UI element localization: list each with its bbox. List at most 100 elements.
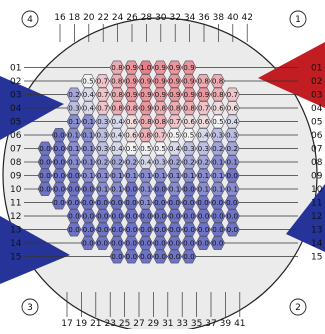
cell-value: 0.0 [53, 131, 65, 140]
assembly-cell: 0.0 [80, 195, 96, 210]
assembly-cell: 0.0 [51, 195, 67, 210]
column-label-top: 18 [69, 13, 81, 23]
row-label-right: 07 [311, 145, 322, 155]
cell-value: 0.0 [183, 252, 195, 261]
cell-value: 0.0 [140, 212, 152, 221]
column-label-top: 30 [155, 13, 167, 23]
cell-hexagon [109, 128, 124, 142]
assembly-cell: 0.0 [210, 195, 225, 210]
cell-value: 0.0 [83, 225, 95, 234]
row-label-right: 01 [311, 64, 322, 74]
cell-value: 0.9 [198, 90, 210, 99]
cell-hexagon [152, 236, 168, 250]
assembly-cell: 0.6 [123, 128, 139, 142]
cell-value: 0.0 [140, 252, 152, 261]
assembly-cell: 0.0 [94, 195, 110, 210]
quadrant-marker: 2 [289, 298, 307, 316]
cell-value: 0.4 [227, 117, 239, 126]
row-label-left: 14 [10, 239, 22, 249]
cell-value: 0.9 [169, 77, 181, 86]
cell-hexagon [210, 236, 225, 250]
cell-hexagon [138, 74, 153, 88]
cell-value: 0.8 [111, 90, 123, 99]
cell-value: 0.2 [68, 90, 79, 99]
cell-hexagon [66, 128, 81, 142]
row-label-left: 06 [10, 131, 22, 141]
row-label-right: 03 [311, 91, 322, 101]
cell-hexagon [224, 128, 240, 142]
assembly-cell: 0.5 [181, 128, 196, 142]
cell-value: 0.0 [168, 198, 180, 207]
row-label-right: 02 [311, 77, 322, 87]
cell-value: 0.6 [125, 131, 137, 140]
cell-value: 0.0 [97, 239, 109, 248]
cell-value: 0.2 [169, 158, 180, 167]
cell-value: 0.1 [198, 185, 209, 194]
assembly-cell: 0.3 [224, 128, 240, 142]
cell-value: 0.0 [82, 198, 94, 207]
cell-value: 0.0 [97, 225, 109, 234]
row-label-left: 03 [10, 91, 21, 101]
assembly-cell: 0.5 [80, 74, 96, 88]
row-label-left: 15 [10, 253, 21, 263]
assembly-cell: 0.0 [181, 236, 197, 250]
cell-hexagon [109, 195, 124, 210]
cell-value: 0.8 [155, 117, 167, 126]
cell-value: 0.4 [111, 117, 123, 126]
column-label-bottom: 23 [104, 319, 115, 329]
column-label-bottom: 17 [61, 319, 72, 329]
cell-value: 0.0 [212, 225, 224, 234]
cell-value: 0.5 [140, 144, 151, 153]
cell-value: 0.0 [183, 185, 195, 194]
cell-value: 0.1 [154, 171, 165, 180]
cell-value: 0.2 [212, 144, 223, 153]
cell-value: 0.6 [126, 117, 138, 126]
cell-hexagon [138, 236, 153, 250]
cell-value: 0.2 [126, 158, 137, 167]
cell-value: 0.8 [197, 77, 209, 86]
assembly-cell: 0.0 [210, 236, 225, 250]
column-label-top: 24 [112, 13, 124, 23]
cell-hexagon [225, 222, 240, 237]
cell-value: 0.0 [54, 144, 66, 153]
assembly-cell: 0.0 [166, 195, 182, 210]
assembly-cell: 0.0 [109, 236, 125, 250]
cell-hexagon [109, 249, 125, 264]
row-label-right: 13 [311, 226, 322, 236]
row-label-left: 05 [10, 118, 21, 128]
cell-value: 0.0 [154, 185, 166, 194]
cell-value: 0.1 [82, 131, 93, 140]
cell-value: 0.3 [97, 144, 108, 153]
cell-value: 0.1 [111, 171, 122, 180]
column-label-top: 22 [97, 13, 108, 23]
cell-value: 0.8 [212, 90, 224, 99]
cell-value: 0.0 [96, 198, 108, 207]
cell-value: 0.3 [212, 131, 223, 140]
cell-value: 0.0 [97, 212, 109, 221]
cell-hexagon [94, 128, 110, 142]
cell-value: 0.5 [126, 144, 137, 153]
cell-value: 0.4 [83, 90, 95, 99]
cell-hexagon [138, 249, 154, 264]
row-label-right: 04 [311, 104, 323, 114]
cell-value: 0.8 [183, 104, 195, 113]
cell-hexagon [152, 195, 168, 210]
cell-value: 0.1 [82, 158, 93, 167]
assembly-cell: 0.0 [123, 195, 139, 210]
cell-value: 0.9 [140, 104, 152, 113]
assembly-cell: 0.1 [138, 195, 153, 210]
assembly-cell: 0.0 [109, 195, 124, 210]
cell-value: 0.1 [83, 117, 94, 126]
cell-value: 0.0 [155, 225, 167, 234]
cell-value: 0.7 [97, 104, 108, 113]
row-label-right: 05 [311, 118, 322, 128]
cell-value: 0.0 [54, 185, 66, 194]
cell-value: 0.4 [197, 131, 209, 140]
cell-value: 0.0 [198, 212, 210, 221]
cell-value: 0.8 [111, 77, 123, 86]
cell-value: 0.0 [54, 171, 66, 180]
cell-value: 0.8 [111, 104, 123, 113]
column-label-top: 40 [227, 13, 239, 23]
cell-value: 0.1 [212, 171, 223, 180]
